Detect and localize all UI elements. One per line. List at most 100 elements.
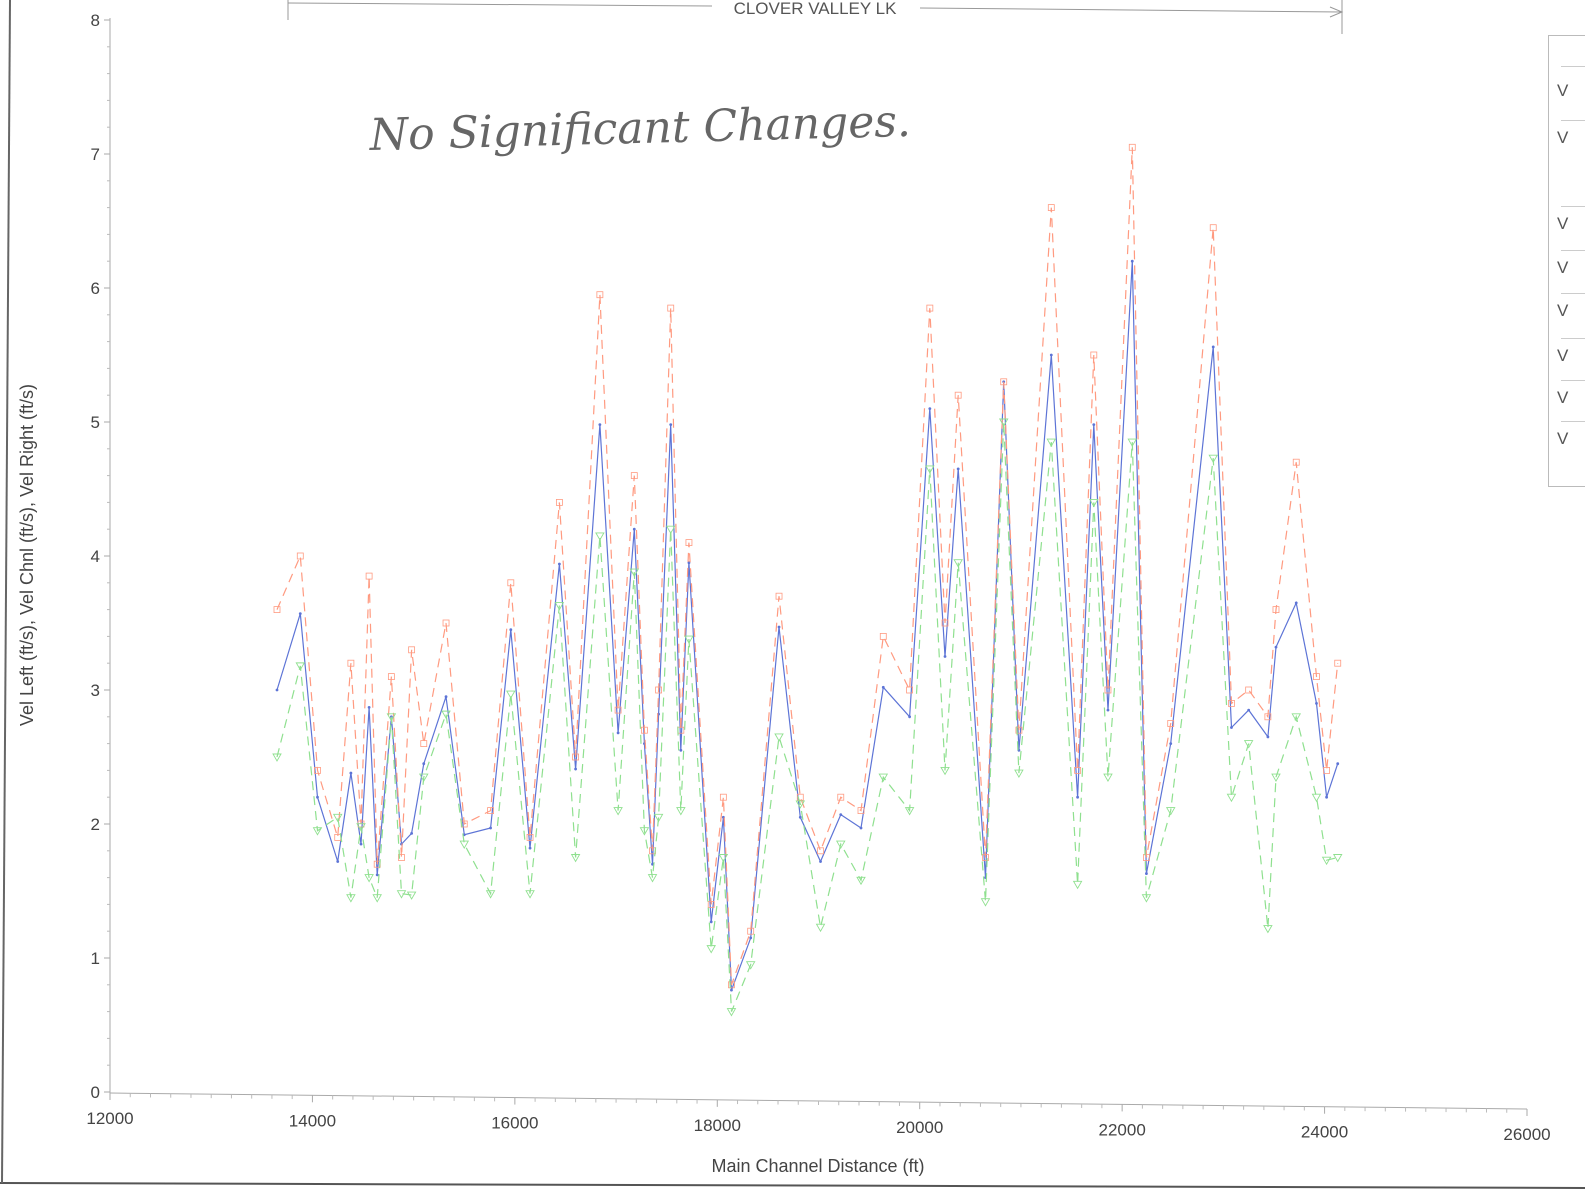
- data-point: [647, 874, 658, 883]
- data-point: [525, 890, 535, 899]
- data-point: [667, 304, 675, 312]
- data-point: [396, 890, 407, 899]
- data-point: [312, 827, 323, 836]
- data-point: [1089, 498, 1099, 508]
- legend-entry: V: [1557, 258, 1569, 277]
- data-point: [596, 291, 604, 299]
- data-point: [1323, 767, 1330, 774]
- data-point: [1264, 713, 1272, 721]
- legend-entry: V: [1557, 429, 1569, 448]
- y-tick-label: 7: [91, 145, 100, 164]
- page-bottom-rule: [0, 1182, 1585, 1189]
- data-point: [669, 423, 673, 427]
- data-point: [795, 800, 806, 809]
- legend-separator: [1561, 66, 1585, 67]
- data-point: [1263, 925, 1273, 934]
- data-point: [616, 731, 620, 735]
- data-point: [1274, 645, 1278, 649]
- data-point: [316, 795, 319, 799]
- data-point: [639, 827, 650, 836]
- data-point: [336, 860, 340, 863]
- handwritten-note: No Significant Changes.: [368, 96, 911, 161]
- data-point: [982, 854, 989, 861]
- data-point: [367, 706, 371, 709]
- data-point: [749, 936, 753, 940]
- data-point: [1049, 353, 1053, 357]
- data-point: [1141, 894, 1152, 903]
- data-point: [665, 525, 676, 535]
- data-point: [709, 920, 713, 924]
- data-point: [555, 498, 563, 506]
- data-point: [980, 898, 991, 907]
- data-point: [837, 793, 845, 801]
- x-tick-label: 18000: [694, 1116, 741, 1135]
- data-point: [1311, 793, 1322, 803]
- data-point: [908, 715, 911, 719]
- data-point: [487, 807, 494, 814]
- data-point: [1000, 378, 1008, 386]
- series-layer: [272, 143, 1343, 1017]
- data-point: [1325, 795, 1328, 799]
- data-point: [507, 579, 515, 587]
- data-point: [1208, 454, 1219, 464]
- data-point: [998, 418, 1009, 427]
- data-point: [364, 874, 374, 883]
- data-point: [1074, 767, 1082, 774]
- series-line: [276, 147, 1339, 986]
- reach-marker: CLOVER VALLEY LK: [287, 0, 1344, 34]
- legend-entry: V: [1557, 388, 1569, 407]
- data-point: [706, 945, 716, 954]
- data-point: [526, 834, 534, 841]
- data-point: [598, 423, 602, 427]
- legend: V V V V V V V V: [1548, 35, 1585, 487]
- data-point: [1169, 742, 1173, 745]
- data-point: [677, 726, 685, 734]
- data-point: [1143, 854, 1150, 861]
- data-point: [359, 842, 363, 846]
- data-point: [1272, 606, 1280, 613]
- data-point: [777, 625, 781, 629]
- y-tick-label: 8: [91, 11, 100, 30]
- y-tick-label: 1: [91, 949, 100, 968]
- data-point: [398, 854, 405, 861]
- data-point: [1245, 686, 1253, 694]
- x-tick-label: 26000: [1503, 1125, 1550, 1144]
- y-axis-ticks: 0 1 2 3 4 5 6 7 8: [91, 11, 110, 1102]
- data-point: [356, 823, 366, 832]
- x-axis-ticks: 12000 14000 16000 18000 20000 22000 24000 26000: [86, 1093, 1551, 1144]
- data-point: [1226, 793, 1237, 803]
- legend-separator: [1561, 338, 1585, 339]
- data-point: [954, 391, 962, 399]
- data-point: [442, 619, 450, 627]
- y-tick-label: 0: [91, 1083, 100, 1102]
- data-point: [410, 831, 414, 835]
- data-point: [718, 854, 729, 863]
- data-point: [375, 873, 379, 877]
- y-tick-label: 3: [91, 681, 100, 700]
- data-point: [685, 539, 693, 546]
- data-point: [1145, 872, 1148, 875]
- data-point: [676, 807, 686, 816]
- data-point: [684, 635, 694, 644]
- legend-separator: [1561, 120, 1585, 121]
- data-point: [632, 527, 636, 531]
- data-point: [1130, 259, 1134, 263]
- data-point: [570, 854, 581, 863]
- x-tick-label: 12000: [86, 1109, 133, 1128]
- data-point: [295, 662, 306, 671]
- data-point: [953, 559, 963, 568]
- data-point: [817, 847, 824, 855]
- data-point: [747, 927, 755, 935]
- data-point: [856, 876, 866, 886]
- data-point: [1127, 438, 1138, 448]
- x-tick-label: 16000: [491, 1114, 538, 1133]
- data-point: [1336, 762, 1340, 766]
- data-point: [574, 767, 577, 771]
- legend-separator: [1561, 250, 1585, 251]
- data-point: [928, 407, 932, 410]
- x-tick-label: 24000: [1301, 1123, 1348, 1142]
- data-point: [406, 891, 417, 900]
- data-point: [347, 659, 355, 667]
- data-point: [1228, 700, 1235, 707]
